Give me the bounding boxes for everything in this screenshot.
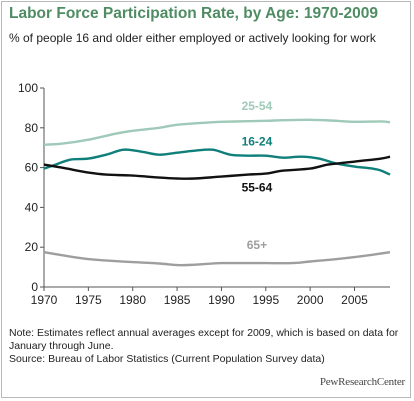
series-line-16-24	[43, 148, 391, 176]
y-tick-label: 20	[25, 240, 39, 254]
pew-logo: PewResearchCenter	[319, 376, 405, 388]
chart-note: Note: Estimates reflect annual averages …	[9, 327, 399, 352]
chart-title: Labor Force Participation Rate, by Age: …	[9, 5, 378, 22]
x-tick-label: 1980	[119, 293, 146, 307]
x-tick-label: 1990	[208, 293, 235, 307]
y-tick-label: 40	[25, 200, 39, 214]
y-tick-label: 80	[25, 121, 39, 135]
series-label-55-64: 55-64	[242, 180, 273, 194]
y-tick-label: 60	[25, 161, 39, 175]
x-tick-label: 1970	[31, 293, 58, 307]
series-label-25-54: 25-54	[242, 99, 273, 113]
x-tick-label: 2000	[297, 293, 324, 307]
line-chart: 0 20 40 60 80 100 1970 1975 1980 1985 1990 1995 2000…	[18, 81, 391, 307]
x-tick-label: 1985	[164, 293, 191, 307]
series-label-16-24: 16-24	[242, 135, 273, 149]
series-line-65+	[43, 251, 391, 267]
chart-source: Source: Bureau of Labor Statistics (Curr…	[9, 353, 325, 365]
chart-series	[43, 118, 391, 267]
x-tick-label: 2005	[341, 293, 368, 307]
chart-subtitle: % of people 16 and older either employed…	[9, 31, 376, 45]
series-line-55-64	[43, 155, 391, 180]
series-label-65+: 65+	[247, 238, 267, 252]
chart-series-labels: 25-54 16-24 55-64 65+	[242, 99, 273, 252]
x-tick-label: 1995	[252, 293, 279, 307]
y-tick-label: 100	[18, 81, 38, 95]
chart-axes: 0 20 40 60 80 100 1970 1975 1980 1985 1990 1995 2000…	[18, 81, 390, 307]
x-tick-label: 1975	[75, 293, 102, 307]
series-line-25-54	[43, 118, 391, 146]
y-tick-label: 0	[31, 280, 38, 294]
